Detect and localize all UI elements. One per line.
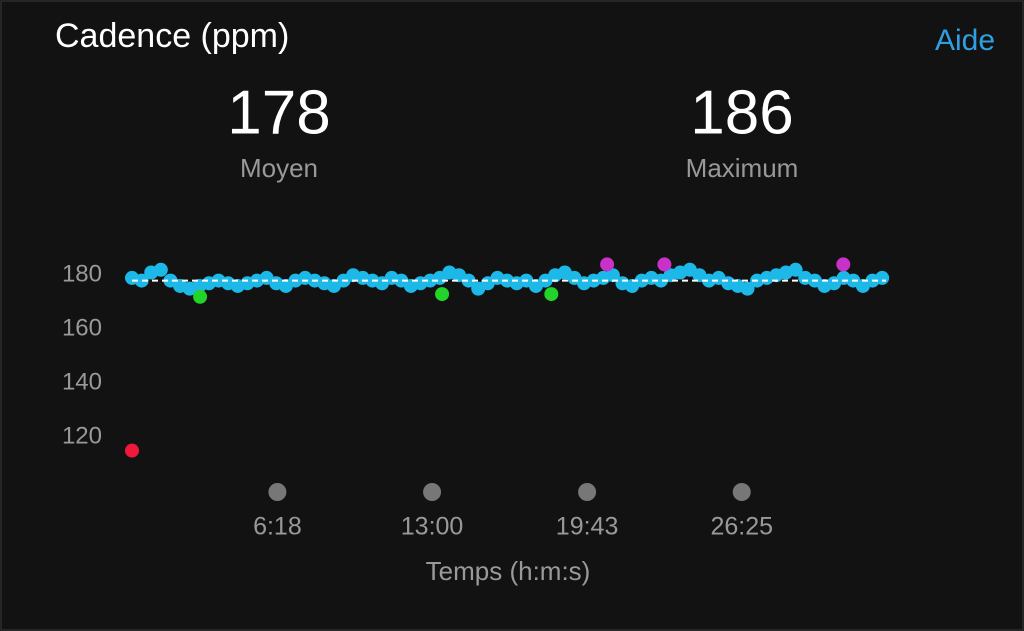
stat-value: 186 bbox=[690, 78, 793, 147]
point bbox=[836, 257, 851, 272]
stat-label: Maximum bbox=[686, 153, 799, 183]
point bbox=[153, 262, 168, 277]
x-tick-label: 26:25 bbox=[710, 513, 773, 541]
x-tick-label: 13:00 bbox=[401, 513, 464, 541]
x-axis-title: Temps (h:m:s) bbox=[426, 556, 591, 586]
title: Cadence (ppm) bbox=[55, 17, 289, 55]
point bbox=[544, 287, 559, 302]
point bbox=[125, 443, 139, 458]
point bbox=[875, 270, 890, 285]
point bbox=[740, 281, 755, 296]
help-link[interactable]: Aide bbox=[935, 24, 995, 57]
x-tick-dot bbox=[732, 483, 751, 501]
point bbox=[461, 273, 476, 288]
x-tick-label: 6:18 bbox=[253, 513, 302, 541]
point bbox=[657, 257, 672, 272]
y-tick-label: 180 bbox=[62, 261, 102, 288]
point bbox=[435, 287, 450, 302]
y-tick-label: 120 bbox=[62, 422, 102, 449]
x-tick-dot bbox=[578, 483, 597, 501]
stat-value: 178 bbox=[227, 78, 330, 147]
x-tick-dot bbox=[423, 483, 442, 501]
y-tick-label: 140 bbox=[62, 368, 102, 395]
point bbox=[193, 289, 208, 304]
point bbox=[600, 257, 615, 272]
stat-label: Moyen bbox=[240, 153, 318, 183]
x-tick-label: 19:43 bbox=[556, 513, 619, 541]
y-tick-label: 160 bbox=[62, 315, 102, 342]
point bbox=[605, 268, 620, 283]
point bbox=[788, 262, 803, 277]
point bbox=[134, 273, 149, 288]
x-tick-dot bbox=[268, 483, 287, 501]
